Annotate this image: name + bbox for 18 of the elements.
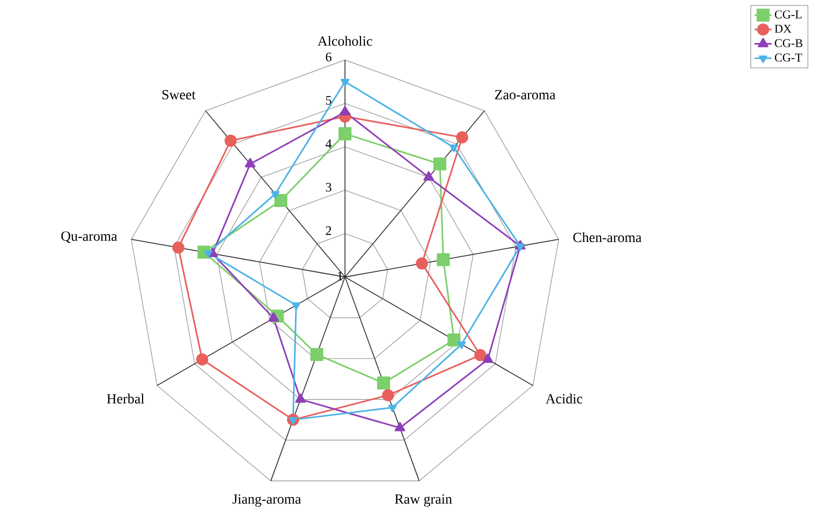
- spoke-label: Acidic: [546, 394, 582, 404]
- spoke-label: Sweet: [162, 90, 196, 100]
- spoke-label: Raw grain: [394, 494, 452, 507]
- spoke-label: Herbal: [106, 394, 144, 404]
- legend-label: CG-L: [774, 10, 802, 18]
- spoke-label: Alcoholic: [318, 36, 372, 46]
- legend-label: CG-B: [774, 39, 802, 48]
- y-tick-label: 5: [326, 96, 332, 105]
- y-tick-label: 2: [326, 226, 332, 235]
- legend-label: DX: [774, 24, 792, 33]
- spoke-label: Zao-aroma: [495, 90, 556, 100]
- y-tick-label: 6: [326, 52, 332, 62]
- spoke-label: Qu-aroma: [61, 231, 118, 243]
- y-tick-label: 3: [326, 182, 332, 192]
- y-tick-label: 4: [326, 140, 332, 148]
- legend-label: CG-T: [774, 54, 802, 62]
- spoke-label: Jiang-aroma: [232, 494, 301, 507]
- spoke-label: Chen-aroma: [573, 232, 642, 242]
